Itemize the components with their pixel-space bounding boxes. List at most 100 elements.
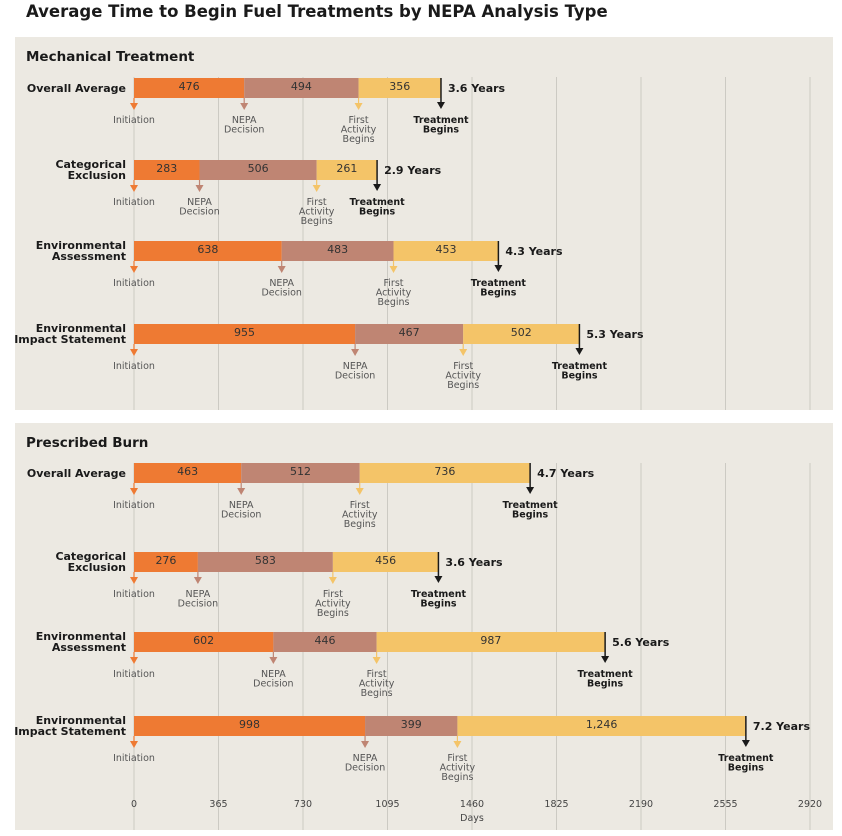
treatment-begins-label: Begins bbox=[423, 125, 460, 136]
nepa-arrow bbox=[361, 736, 370, 748]
bar-value-label: 261 bbox=[336, 162, 357, 175]
first-activity-label: Begins bbox=[344, 519, 376, 530]
first-activity-arrow-head bbox=[355, 488, 364, 495]
bar-value-label: 998 bbox=[239, 718, 260, 731]
initiation-arrow-head bbox=[130, 266, 138, 273]
treatment-arrow bbox=[741, 716, 750, 747]
total-years-label: 5.3 Years bbox=[586, 328, 644, 341]
panel-title: Mechanical Treatment bbox=[26, 49, 195, 65]
nepa-arrow-head bbox=[351, 349, 360, 356]
treatment-arrow-head bbox=[741, 740, 750, 747]
initiation-arrow bbox=[130, 572, 138, 584]
first-activity-label: Begins bbox=[343, 134, 375, 145]
first-activity-arrow-head bbox=[459, 349, 468, 356]
first-activity-arrow-head bbox=[312, 185, 321, 192]
bar-segment bbox=[376, 632, 606, 652]
bar-segment bbox=[359, 463, 531, 483]
row-label: Assessment bbox=[52, 250, 126, 263]
bar-value-label: 512 bbox=[290, 465, 311, 478]
nepa-decision-label: Decision bbox=[261, 288, 301, 299]
bar-segment bbox=[457, 716, 746, 736]
row-label: Exclusion bbox=[68, 169, 126, 182]
nepa-arrow bbox=[237, 483, 246, 495]
bar-value-label: 276 bbox=[155, 554, 176, 567]
initiation-label: Initiation bbox=[113, 500, 155, 511]
first-activity-label: First bbox=[453, 361, 473, 372]
row-label: Impact Statement bbox=[14, 725, 126, 738]
bar-segment bbox=[134, 552, 198, 572]
row-label: Environmental bbox=[36, 714, 126, 727]
first-activity-label: First bbox=[307, 197, 327, 208]
row-label: Environmental bbox=[36, 630, 126, 643]
nepa-arrow bbox=[193, 572, 202, 584]
row-label: Impact Statement bbox=[14, 333, 126, 346]
bar-value-label: 494 bbox=[291, 80, 312, 93]
first-activity-arrow-head bbox=[354, 103, 363, 110]
bar-value-label: 446 bbox=[314, 634, 335, 647]
x-tick-label: 0 bbox=[131, 799, 137, 810]
treatment-begins-label: Treatment bbox=[349, 197, 405, 208]
treatment-arrow bbox=[526, 463, 535, 494]
treatment-begins-label: Begins bbox=[420, 599, 457, 610]
total-years-label: 4.7 Years bbox=[537, 467, 595, 480]
treatment-arrow-head bbox=[601, 656, 610, 663]
first-activity-arrow-head bbox=[328, 577, 337, 584]
nepa-arrow bbox=[195, 180, 204, 192]
nepa-decision-label: Decision bbox=[253, 679, 293, 690]
first-activity-label: Activity bbox=[445, 371, 481, 382]
initiation-label: Initiation bbox=[113, 361, 155, 372]
bar-segment bbox=[134, 632, 274, 652]
first-activity-label: Activity bbox=[341, 125, 377, 136]
bar-value-label: 476 bbox=[179, 80, 200, 93]
bar-value-label: 736 bbox=[434, 465, 455, 478]
bar-segment bbox=[355, 324, 464, 344]
first-activity-label: First bbox=[349, 115, 369, 126]
row-label: Environmental bbox=[36, 322, 126, 335]
first-activity-arrow bbox=[372, 652, 381, 664]
total-years-label: 7.2 Years bbox=[753, 720, 811, 733]
nepa-decision-label: NEPA bbox=[229, 500, 254, 511]
initiation-label: Initiation bbox=[113, 669, 155, 680]
first-activity-label: First bbox=[350, 500, 370, 511]
bar-segment bbox=[134, 716, 366, 736]
first-activity-label: Begins bbox=[361, 688, 393, 699]
bar-segment bbox=[463, 324, 580, 344]
first-activity-label: Begins bbox=[447, 380, 479, 391]
first-activity-label: First bbox=[447, 753, 467, 764]
initiation-arrow bbox=[130, 736, 138, 748]
bar-segment bbox=[197, 552, 333, 572]
bar-value-label: 399 bbox=[401, 718, 422, 731]
bar-segment bbox=[332, 552, 439, 572]
x-tick-label: 365 bbox=[209, 799, 227, 810]
nepa-arrow bbox=[351, 344, 360, 356]
nepa-arrow-head bbox=[269, 657, 278, 664]
bar-value-label: 602 bbox=[193, 634, 214, 647]
treatment-begins-label: Treatment bbox=[413, 115, 469, 126]
treatment-begins-label: Begins bbox=[561, 371, 598, 382]
row-label: Overall Average bbox=[27, 82, 126, 95]
nepa-arrow-head bbox=[240, 103, 249, 110]
treatment-arrow-head bbox=[526, 487, 535, 494]
x-tick-label: 2190 bbox=[629, 799, 653, 810]
nepa-arrow bbox=[269, 652, 278, 664]
first-activity-arrow bbox=[312, 180, 321, 192]
treatment-arrow-head bbox=[494, 265, 503, 272]
nepa-arrow-head bbox=[361, 741, 370, 748]
treatment-begins-label: Treatment bbox=[578, 669, 634, 680]
bar-value-label: 638 bbox=[197, 243, 218, 256]
row-label: Categorical bbox=[55, 158, 126, 171]
treatment-begins-label: Treatment bbox=[471, 278, 527, 289]
initiation-arrow-head bbox=[130, 577, 138, 584]
total-years-label: 3.6 Years bbox=[448, 82, 506, 95]
panel-background bbox=[15, 423, 833, 830]
bar-value-label: 955 bbox=[234, 326, 255, 339]
treatment-arrow-head bbox=[436, 102, 445, 109]
first-activity-arrow bbox=[354, 98, 363, 110]
row-label: Assessment bbox=[52, 641, 126, 654]
treatment-arrow bbox=[494, 241, 503, 272]
nepa-decision-label: Decision bbox=[179, 207, 219, 218]
nepa-arrow-head bbox=[237, 488, 246, 495]
treatment-arrow bbox=[575, 324, 584, 355]
bar-segment bbox=[281, 241, 394, 261]
x-tick-label: 1460 bbox=[460, 799, 484, 810]
